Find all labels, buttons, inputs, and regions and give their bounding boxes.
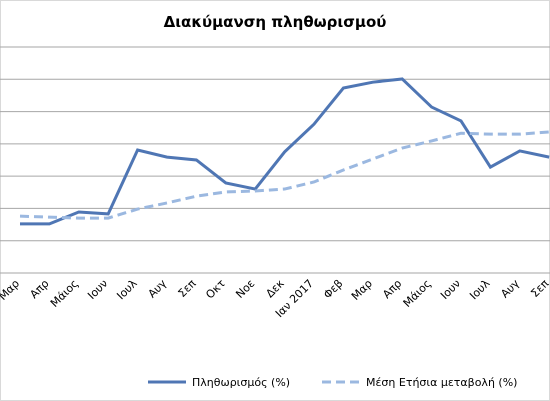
legend-label: Πληθωρισμός (%) [192,376,290,389]
series-line [20,77,550,226]
legend-label: Μέση Ετήσια μεταβολή (%) [366,376,517,389]
chart-title: Διακύμανση πληθωρισμού [164,13,387,31]
series-line [19,130,550,220]
